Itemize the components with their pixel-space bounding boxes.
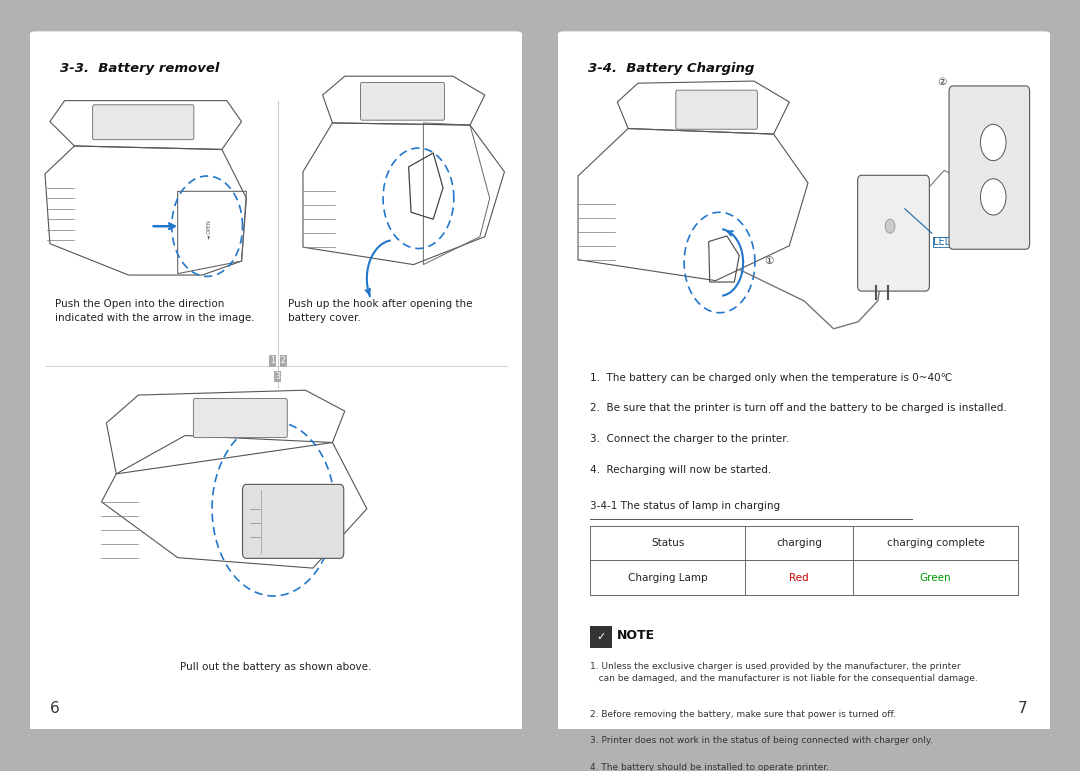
FancyBboxPatch shape — [591, 626, 612, 648]
Text: ①: ① — [764, 256, 773, 266]
Text: 4.  Recharging will now be started.: 4. Recharging will now be started. — [591, 465, 771, 475]
Text: 6: 6 — [50, 701, 59, 716]
Text: 1.  The battery can be charged only when the temperature is 0~40℃: 1. The battery can be charged only when … — [591, 372, 953, 382]
Text: 4. The battery should be installed to operate printer.: 4. The battery should be installed to op… — [591, 763, 829, 771]
Text: charging complete: charging complete — [887, 538, 985, 548]
Text: Pull out the battery as shown above.: Pull out the battery as shown above. — [180, 662, 372, 672]
Text: 3-4-1 The status of lamp in charging: 3-4-1 The status of lamp in charging — [591, 501, 781, 511]
Text: 3.  Connect the charger to the printer.: 3. Connect the charger to the printer. — [591, 434, 789, 444]
Circle shape — [981, 124, 1007, 160]
FancyBboxPatch shape — [858, 175, 930, 291]
FancyBboxPatch shape — [361, 82, 445, 120]
Text: ✓: ✓ — [596, 632, 606, 642]
Text: 1: 1 — [270, 356, 274, 365]
Text: charging: charging — [777, 538, 822, 548]
FancyBboxPatch shape — [25, 31, 527, 736]
Text: Push the Open into the direction
indicated with the arrow in the image.: Push the Open into the direction indicat… — [55, 299, 255, 323]
Text: 3-4.  Battery Charging: 3-4. Battery Charging — [588, 62, 754, 76]
Circle shape — [981, 179, 1007, 215]
Text: 2.  Be sure that the printer is turn off and the battery to be charged is instal: 2. Be sure that the printer is turn off … — [591, 403, 1007, 413]
FancyBboxPatch shape — [949, 86, 1029, 249]
Text: Status: Status — [651, 538, 685, 548]
Text: 3-3.  Battery removel: 3-3. Battery removel — [59, 62, 219, 76]
Text: LED: LED — [933, 237, 953, 247]
Text: Charging Lamp: Charging Lamp — [627, 573, 707, 583]
FancyBboxPatch shape — [243, 484, 343, 558]
FancyBboxPatch shape — [93, 105, 194, 140]
Circle shape — [886, 219, 895, 233]
Text: ◄ OPEN: ◄ OPEN — [207, 221, 212, 239]
FancyBboxPatch shape — [553, 31, 1055, 736]
Text: Red: Red — [789, 573, 809, 583]
FancyBboxPatch shape — [193, 399, 287, 438]
FancyBboxPatch shape — [676, 90, 757, 130]
Text: 7: 7 — [1018, 701, 1028, 716]
Text: 2. Before removing the battery, make sure that power is turned off.: 2. Before removing the battery, make sur… — [591, 710, 896, 719]
Text: 2: 2 — [281, 356, 285, 365]
Text: 3. Printer does not work in the status of being connected with charger only.: 3. Printer does not work in the status o… — [591, 736, 933, 746]
Text: 1. Unless the exclusive charger is used provided by the manufacturer, the printe: 1. Unless the exclusive charger is used … — [591, 662, 978, 683]
Text: 3: 3 — [275, 372, 280, 381]
Text: NOTE: NOTE — [618, 629, 656, 642]
Text: Push up the hook after opening the
battery cover.: Push up the hook after opening the batte… — [288, 299, 473, 323]
Text: Green: Green — [920, 573, 951, 583]
Text: ②: ② — [937, 76, 946, 86]
